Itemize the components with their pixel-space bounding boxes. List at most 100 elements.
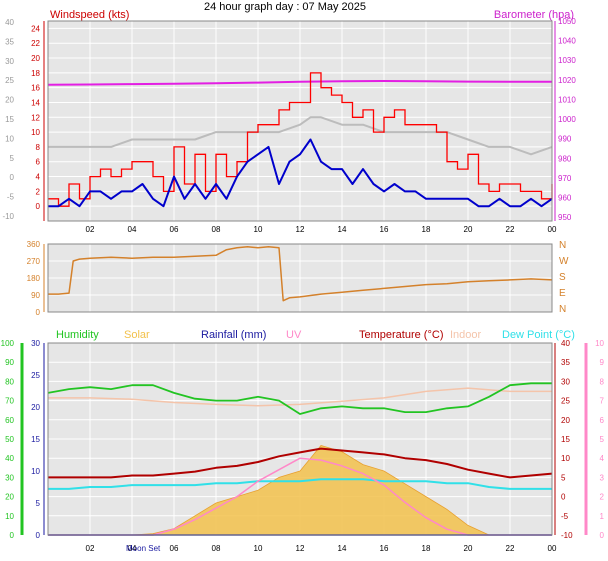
humidity-tick: 0 (10, 531, 15, 540)
windspeed-tick: 22 (31, 39, 40, 48)
temperature-tick: 40 (561, 339, 570, 348)
windspeed-tick: 4 (36, 173, 41, 182)
rainfall-tick: 5 (36, 499, 41, 508)
time-tick: 18 (422, 544, 431, 553)
humidity-tick: 70 (5, 397, 14, 406)
temperature-tick: 30 (561, 377, 570, 386)
legend-item: Solar (124, 329, 150, 341)
barometer-tick: 1010 (558, 95, 576, 104)
uv-tick: 10 (595, 339, 604, 348)
windspeed-label: Windspeed (kts) (50, 9, 129, 21)
rainfall-tick: 30 (31, 339, 40, 348)
barometer-tick: 960 (558, 193, 572, 202)
uv-tick: 1 (600, 512, 605, 521)
outer-scale-tick: -5 (7, 193, 15, 202)
uv-tick: 5 (600, 435, 605, 444)
temperature-tick: 25 (561, 397, 570, 406)
humidity-tick: 10 (5, 512, 14, 521)
time-tick: 20 (464, 544, 473, 553)
humidity-tick: 20 (5, 493, 14, 502)
compass-tick: N (559, 240, 566, 251)
humidity-tick: 50 (5, 435, 14, 444)
solar-area (48, 444, 552, 536)
outer-scale-tick: 20 (5, 96, 14, 105)
windspeed-tick: 6 (36, 158, 41, 167)
windspeed-tick: 24 (31, 24, 40, 33)
time-tick: 18 (422, 225, 431, 234)
time-tick: 20 (464, 225, 473, 234)
time-tick: 00 (548, 225, 557, 234)
rainfall-tick: 15 (31, 435, 40, 444)
multi-sensor-panel: Humidity Solar Rainfall (mm) UV Temperature … (1, 329, 605, 553)
compass-tick: S (559, 272, 566, 283)
legend-item: Temperature (°C) (359, 329, 443, 341)
rainfall-tick: 20 (31, 403, 40, 412)
legend-item: UV (286, 329, 302, 341)
time-tick: 08 (212, 544, 221, 553)
outer-scale-tick: 0 (10, 173, 15, 182)
windspeed-tick: 20 (31, 54, 40, 63)
time-tick: 04 (128, 544, 137, 553)
outer-scale-tick: 5 (10, 154, 15, 163)
compass-tick: N (559, 304, 566, 315)
uv-tick: 3 (600, 473, 605, 482)
temperature-tick: 0 (561, 493, 566, 502)
compass-tick: W (559, 256, 569, 267)
windspeed-tick: 14 (31, 98, 40, 107)
temperature-tick: -10 (561, 531, 573, 540)
temperature-tick: 35 (561, 358, 570, 367)
grey-wind-line (48, 116, 553, 156)
direction-degree-tick: 180 (27, 274, 41, 283)
time-tick: 02 (86, 544, 95, 553)
uv-tick: 6 (600, 416, 605, 425)
graph-title: 24 hour graph day : 07 May 2025 (204, 1, 366, 13)
indoor-line (48, 387, 552, 407)
windspeed-line (48, 72, 553, 207)
barometer-tick: 1030 (558, 56, 576, 65)
direction-line (48, 246, 553, 302)
time-tick: 10 (254, 544, 263, 553)
temperature-tick: -5 (561, 512, 569, 521)
rainfall-tick: 25 (31, 371, 40, 380)
legend-item: Rainfall (mm) (201, 329, 266, 341)
uv-tick: 2 (600, 493, 605, 502)
temperature-line (48, 447, 553, 479)
direction-degree-tick: 0 (36, 308, 41, 317)
moon-set-label: Moon Set (126, 544, 161, 553)
time-tick: 22 (506, 544, 515, 553)
barometer-tick: 980 (558, 154, 572, 163)
barometer-line (47, 80, 552, 86)
direction-degree-tick: 90 (31, 291, 40, 300)
time-tick: 04 (128, 225, 137, 234)
compass-tick: E (559, 288, 566, 299)
direction-degree-tick: 270 (27, 257, 41, 266)
outer-scale-tick: 40 (5, 18, 14, 27)
barometer-tick: 1050 (558, 17, 576, 26)
barometer-tick: 1000 (558, 115, 576, 124)
time-tick: 22 (506, 225, 515, 234)
uv-tick: 4 (600, 454, 605, 463)
humidity-tick: 60 (5, 416, 14, 425)
temperature-tick: 20 (561, 416, 570, 425)
windspeed-tick: 18 (31, 69, 40, 78)
windspeed-tick: 16 (31, 84, 40, 93)
uv-line (48, 457, 552, 536)
uv-tick: 8 (600, 377, 605, 386)
time-tick: 14 (338, 544, 347, 553)
time-tick: 14 (338, 225, 347, 234)
humidity-tick: 90 (5, 358, 14, 367)
time-tick: 16 (380, 225, 389, 234)
windspeed-tick: 12 (31, 113, 40, 122)
windspeed-tick: 2 (36, 187, 41, 196)
uv-tick: 0 (600, 531, 605, 540)
outer-scale-tick: -10 (2, 212, 14, 221)
time-tick: 08 (212, 225, 221, 234)
outer-scale-tick: 10 (5, 134, 14, 143)
dew-point-line (48, 478, 552, 490)
outer-scale-tick: 30 (5, 57, 14, 66)
uv-tick: 7 (600, 397, 605, 406)
time-tick: 00 (548, 544, 557, 553)
outer-scale-tick: 25 (5, 76, 14, 85)
